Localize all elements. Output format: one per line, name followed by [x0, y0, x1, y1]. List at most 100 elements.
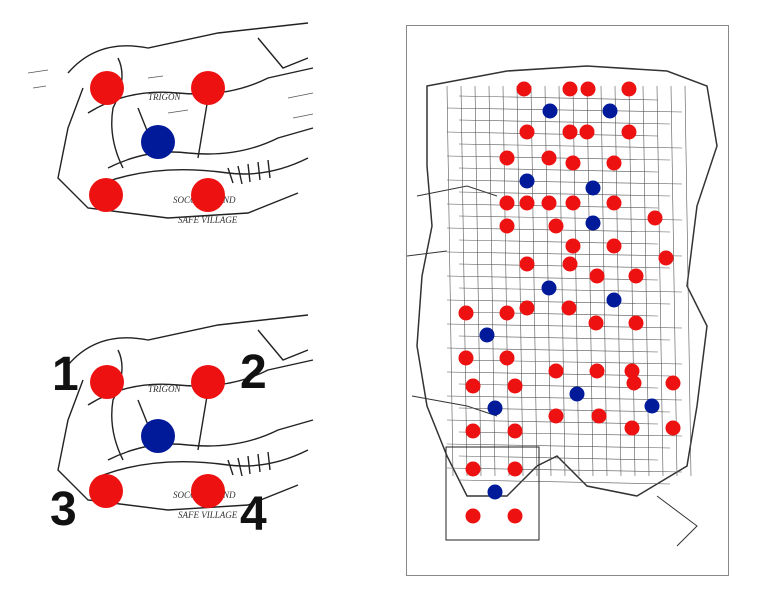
red-dot [458, 305, 474, 321]
red-dot [465, 378, 481, 394]
street-line [458, 143, 683, 149]
street-line [458, 119, 671, 125]
street-line [684, 85, 692, 477]
red-dot-top-left [90, 71, 124, 105]
red-dot [658, 250, 674, 266]
red-dot [519, 195, 535, 211]
red-dot [562, 256, 578, 272]
street-line [446, 251, 683, 257]
red-dot [621, 124, 637, 140]
street-line [446, 347, 659, 353]
red-dot [626, 375, 642, 391]
street-line [446, 443, 671, 449]
red-dot [507, 461, 523, 477]
red-dot [628, 268, 644, 284]
street-line [670, 85, 678, 477]
red-dot [606, 155, 622, 171]
street-line [458, 287, 683, 293]
street-line [558, 85, 566, 477]
overview-map [407, 65, 718, 547]
street-line [446, 107, 683, 113]
street-line [460, 85, 468, 477]
blue-dot [585, 180, 601, 196]
red-dot [465, 461, 481, 477]
red-dot [565, 155, 581, 171]
red-dot [589, 363, 605, 379]
red-dot [606, 195, 622, 211]
red-dot [628, 315, 644, 331]
red-dot [541, 195, 557, 211]
street-line [458, 431, 683, 437]
detail-bottom-panel: TRIGON SOCCOMMAND SAFE VILLAGE 1 2 3 4 [28, 310, 318, 535]
map-label-safe-village: SAFE VILLAGE [178, 215, 238, 225]
street-line [600, 85, 608, 477]
street-line [458, 359, 683, 365]
red-dot [507, 423, 523, 439]
red-dot [565, 238, 581, 254]
red-dot-bottom-left [89, 178, 123, 212]
blue-dot [606, 292, 622, 308]
red-dot [665, 420, 681, 436]
red-dot [519, 256, 535, 272]
street-line [458, 479, 671, 485]
red-dot [579, 124, 595, 140]
street-line [446, 155, 671, 161]
blue-dot-center [141, 419, 175, 453]
red-dot [499, 350, 515, 366]
red-dot-bottom-right [191, 178, 225, 212]
red-dot [507, 508, 523, 524]
detail-bottom-map: TRIGON SOCCOMMAND SAFE VILLAGE 1 2 3 4 [50, 314, 314, 535]
street-line [458, 455, 659, 461]
red-dot [465, 423, 481, 439]
map-label-trigon: TRIGON [148, 384, 181, 394]
street-line [530, 85, 538, 477]
detail-top-map: TRIGON SOCCOMMAND SAFE VILLAGE [28, 22, 314, 225]
red-dot [541, 150, 557, 166]
detail-top-panel: TRIGON SOCCOMMAND SAFE VILLAGE [28, 18, 318, 233]
street-line [446, 299, 671, 305]
street-line [446, 275, 659, 281]
street-line [656, 85, 664, 477]
red-dot-3 [89, 474, 123, 508]
red-dot-2 [191, 365, 225, 399]
map-label-trigon: TRIGON [148, 92, 181, 102]
blue-dot [479, 327, 495, 343]
red-dot-4 [191, 474, 225, 508]
red-dot [548, 363, 564, 379]
blue-dot [487, 400, 503, 416]
red-dot [548, 218, 564, 234]
street-line [458, 311, 659, 317]
red-dot [562, 124, 578, 140]
blue-dot-center [141, 125, 175, 159]
overview-map-panel [406, 25, 729, 576]
street-line [458, 167, 659, 173]
red-dot [621, 81, 637, 97]
street-line [502, 85, 510, 477]
blue-dot [585, 215, 601, 231]
label-number-3: 3 [50, 483, 77, 535]
red-dot [606, 238, 622, 254]
street-line [446, 323, 683, 329]
blue-dot [569, 386, 585, 402]
map-label-safe-village: SAFE VILLAGE [178, 510, 238, 520]
blue-dot [519, 173, 535, 189]
blue-dot [542, 103, 558, 119]
street-line [642, 85, 650, 477]
red-dot [588, 315, 604, 331]
red-dot [591, 408, 607, 424]
street-line [572, 85, 580, 477]
red-dot [565, 195, 581, 211]
red-dot [548, 408, 564, 424]
street-line [458, 191, 671, 197]
red-dot-top-right [191, 71, 225, 105]
red-dot [562, 81, 578, 97]
street-line [458, 383, 659, 389]
red-dot [516, 81, 532, 97]
red-dot [589, 268, 605, 284]
red-dot [580, 81, 596, 97]
red-dot [458, 350, 474, 366]
street-line [458, 95, 659, 101]
red-dot [624, 420, 640, 436]
street-line [458, 239, 659, 245]
street-line [446, 467, 683, 473]
